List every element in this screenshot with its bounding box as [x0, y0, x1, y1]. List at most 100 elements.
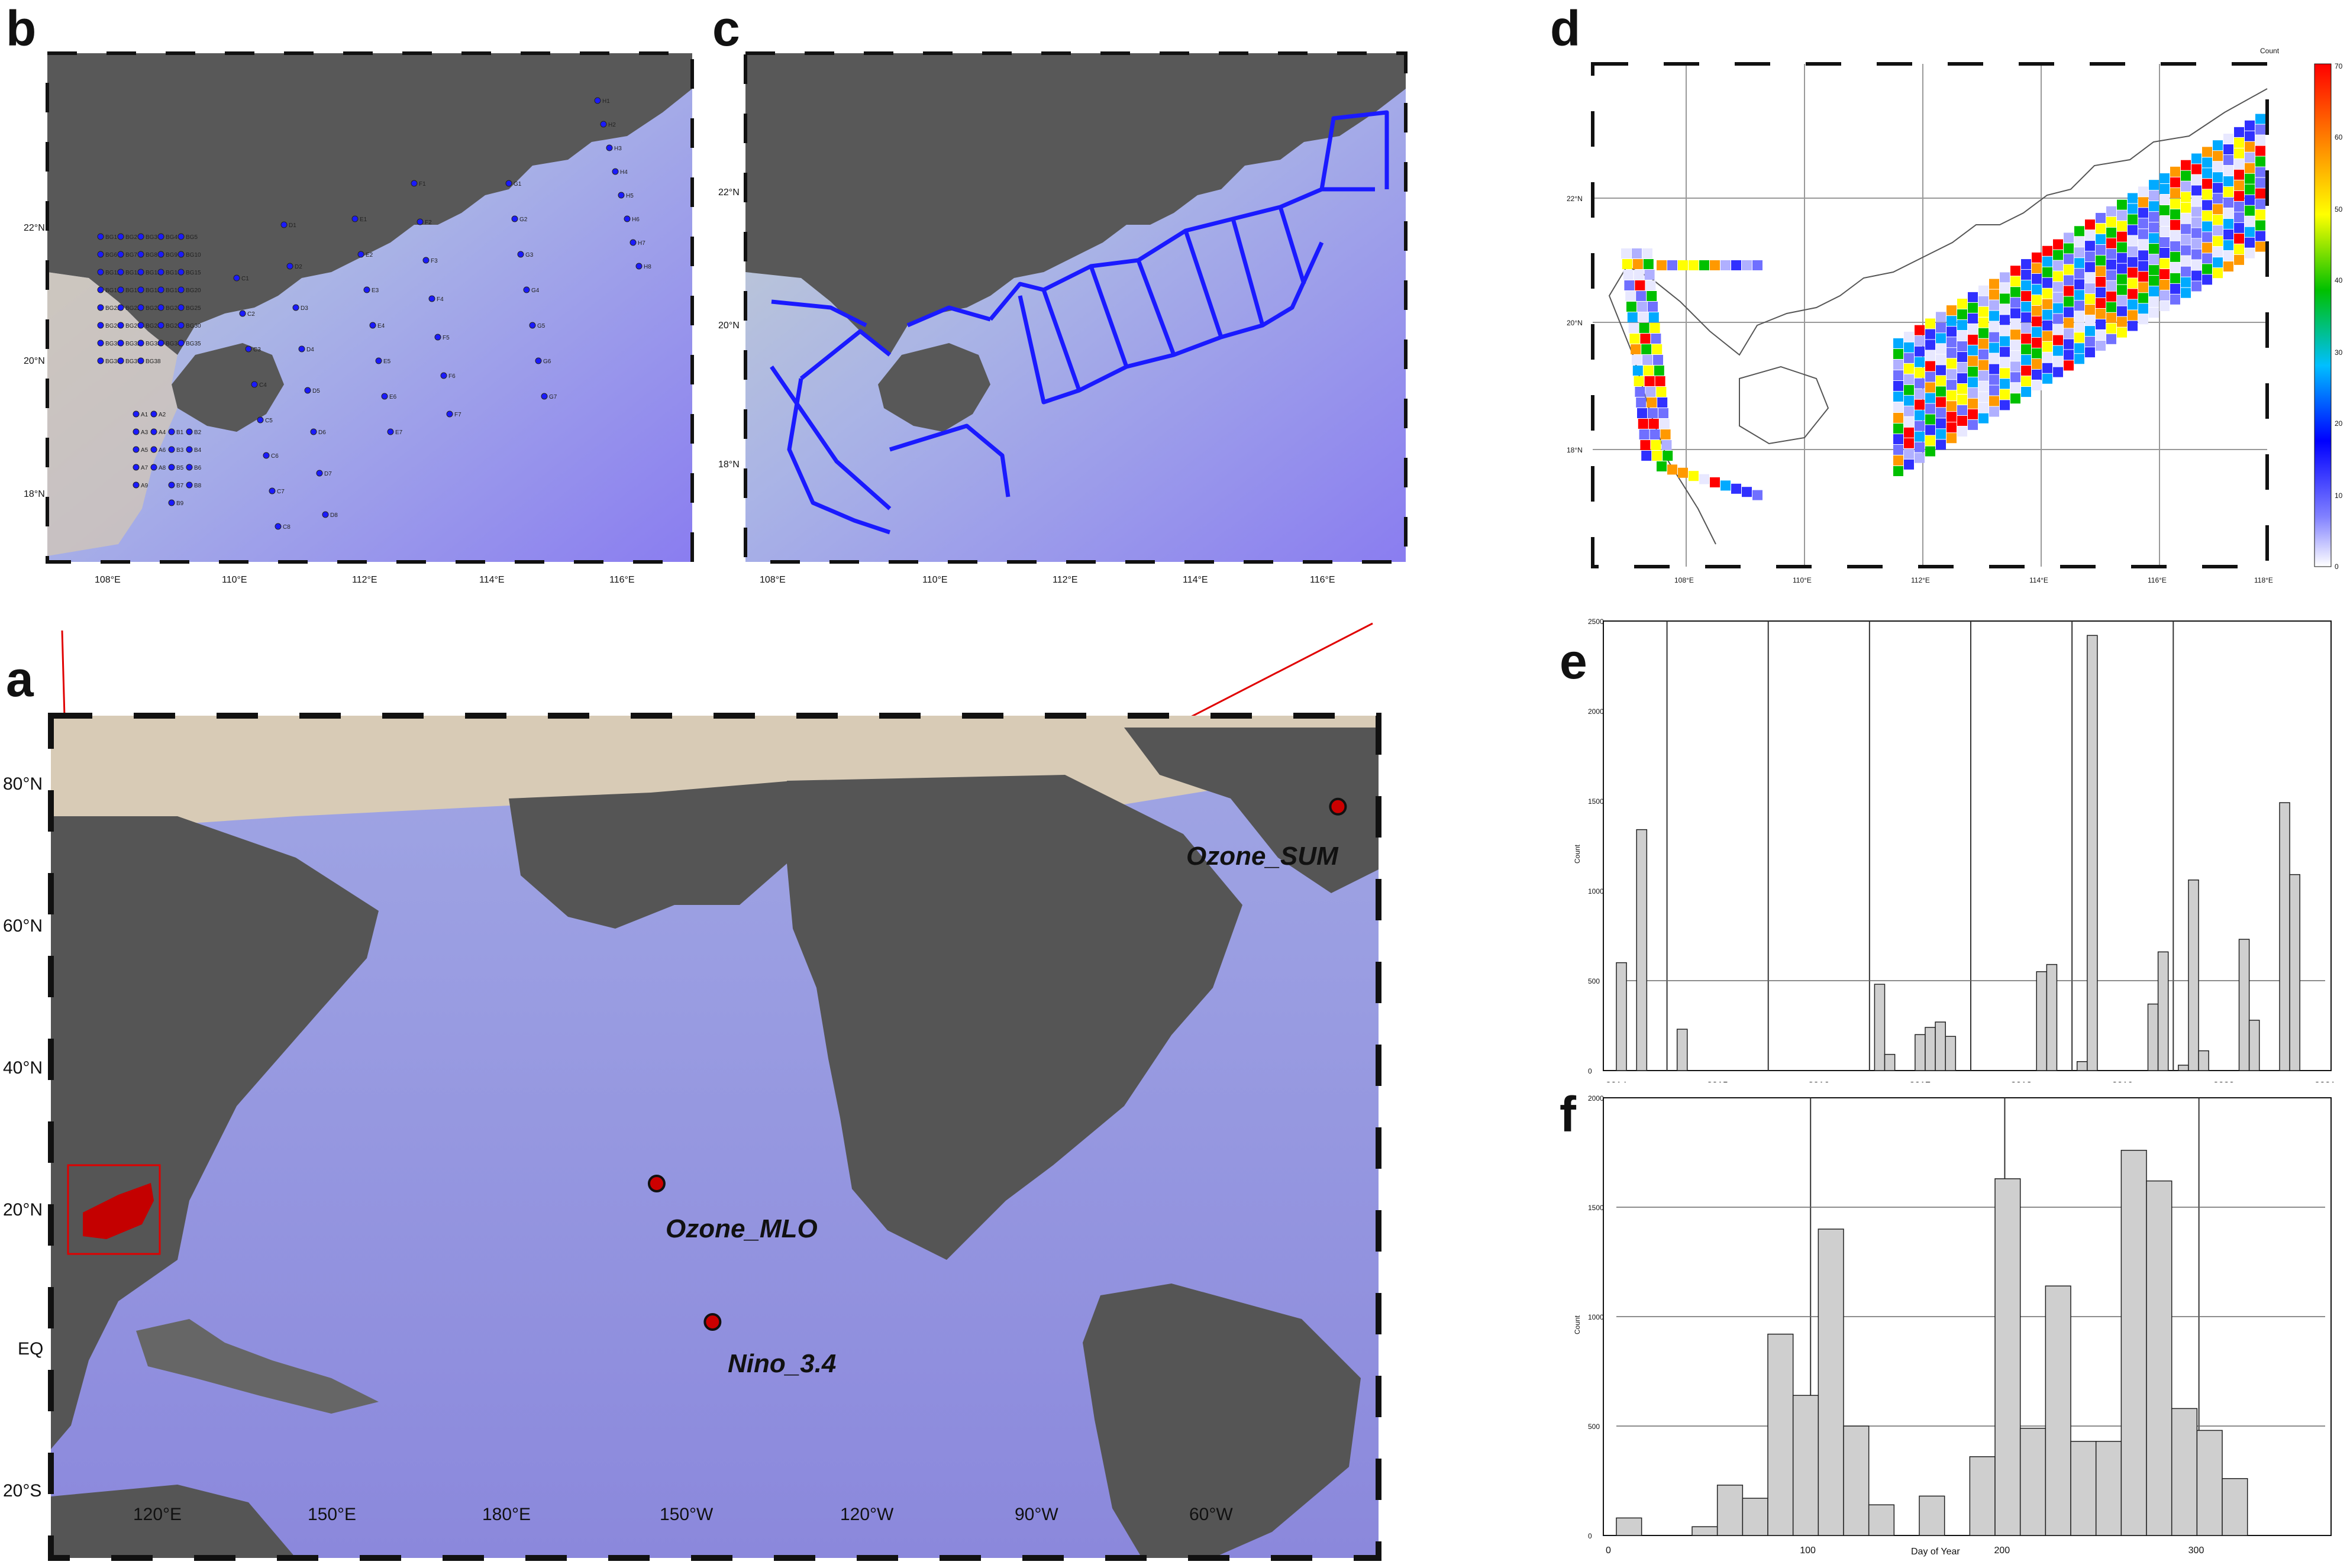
heatmap-cell	[1968, 366, 1978, 377]
station-dot	[117, 286, 124, 293]
station-dot	[97, 340, 104, 347]
station-label: F5	[443, 335, 450, 341]
heatmap-cell	[1925, 393, 1935, 403]
heatmap-cell	[2191, 206, 2201, 217]
colorbar-tick: 10	[2335, 492, 2343, 500]
heatmap-cell	[2010, 393, 2020, 404]
heatmap-cell	[2138, 261, 2148, 271]
station-label: F6	[448, 373, 456, 380]
f-y-ticks: 0 500 1000 1500 2000	[1588, 1094, 1604, 1540]
map-a-australia	[51, 1485, 296, 1558]
f-xtick: 300	[2188, 1546, 2204, 1556]
heatmap-cell	[2138, 186, 2148, 197]
d-lon-tick: 110°E	[1793, 576, 1812, 584]
heatmap-cell	[2245, 120, 2255, 131]
colorbar-tick: 40	[2335, 276, 2343, 284]
heatmap-cell	[1968, 355, 1978, 366]
histogram-bar	[1969, 1456, 1996, 1536]
heatmap-cell	[2170, 177, 2180, 187]
station-label: BG4	[166, 234, 177, 241]
c-lon-tick: 114°E	[1183, 575, 1208, 585]
heatmap-cell	[2128, 203, 2138, 214]
station-label: A8	[159, 465, 166, 471]
colorbar-tick: 70	[2335, 62, 2343, 70]
heatmap-cell	[2074, 269, 2084, 279]
heatmap-cell	[2191, 217, 2201, 228]
heatmap-cell	[2138, 271, 2148, 282]
heatmap-cell	[2096, 329, 2106, 340]
heatmap-cell	[2053, 335, 2063, 345]
heatmap-cell	[1623, 270, 1634, 280]
heatmap-cell	[2117, 231, 2127, 242]
d-lat-axis: 22°N 20°N 18°N	[1567, 195, 1583, 454]
a-lon-tick: 150°W	[660, 1505, 714, 1524]
station-dot	[322, 511, 329, 518]
heatmap-cell	[2213, 268, 2223, 279]
d-lat-tick: 18°N	[1567, 446, 1583, 454]
station-dot	[150, 410, 157, 418]
heatmap-cell	[2234, 180, 2244, 190]
station-label: A1	[141, 412, 149, 418]
heatmap-cell	[1957, 320, 1967, 331]
heatmap-cell	[2042, 256, 2052, 267]
heatmap-cell	[2085, 219, 2095, 230]
cruise-track	[1231, 218, 1265, 326]
heatmap-cell	[2149, 201, 2159, 212]
d-colorbar: Count 0 10 20 30 40 50 60 70	[2260, 47, 2343, 571]
heatmap-cell	[1947, 380, 1957, 390]
heatmap-cell	[2074, 300, 2084, 311]
heatmap-cell	[2010, 329, 2020, 340]
heatmap-cell	[2181, 256, 2191, 266]
a-lat-tick: 80°N	[3, 774, 43, 794]
panel-e-letter: e	[1560, 633, 1587, 689]
heatmap-cell	[1648, 302, 1658, 312]
b-lon-tick: 114°E	[479, 575, 505, 585]
heatmap-cell	[2064, 307, 2074, 318]
heatmap-cell	[1978, 296, 1989, 306]
f-bars	[1616, 1150, 2248, 1536]
heatmap-cell	[2085, 326, 2095, 337]
histogram-bar	[2157, 951, 2169, 1071]
heatmap-cell	[2149, 212, 2159, 222]
station-label: H1	[602, 98, 610, 105]
map-a-frame	[48, 713, 1381, 1561]
heatmap-cell	[1936, 322, 1946, 333]
station-dot	[357, 251, 364, 258]
heatmap-cell	[1893, 434, 1903, 444]
heatmap-cell	[2149, 308, 2159, 318]
heatmap-cell	[1659, 419, 1670, 429]
heatmap-cell	[1957, 416, 1967, 426]
heatmap-cell	[2117, 199, 2127, 210]
heatmap-cell	[2234, 233, 2244, 244]
heatmap-cell	[1904, 427, 1914, 438]
heatmap-cell	[2255, 220, 2265, 231]
station-label: H2	[608, 122, 616, 128]
heatmap-cell	[1893, 381, 1903, 391]
station-label: BG19	[166, 287, 181, 294]
heatmap-cell	[1647, 397, 1657, 408]
histogram-bar	[1692, 1526, 1718, 1536]
heatmap-cell	[2032, 337, 2042, 348]
heatmap-cell	[1663, 451, 1673, 461]
f-ytick: 1500	[1588, 1204, 1604, 1212]
heatmap-cell	[2074, 290, 2084, 300]
station-label: D3	[301, 305, 308, 312]
heatmap-cell	[2255, 188, 2265, 199]
map-d-coastline	[1608, 88, 2268, 545]
station-label: BG35	[186, 341, 201, 347]
heatmap-cell	[1936, 312, 1946, 322]
heatmap-cell	[1957, 384, 1967, 395]
station-label: B3	[176, 447, 184, 454]
histogram-bar	[1843, 1425, 1870, 1536]
station-dot	[186, 464, 193, 471]
heatmap-cell	[2010, 287, 2020, 298]
heatmap-cell	[1635, 387, 1645, 397]
map-c-land	[745, 53, 1406, 355]
station-label: BG13	[146, 270, 161, 276]
heatmap-cell	[1654, 366, 1664, 376]
station-label: BG26	[105, 323, 121, 329]
map-b-hainan	[172, 343, 284, 432]
station-label: BG11	[105, 270, 120, 276]
station-label: H7	[638, 240, 645, 247]
heatmap-cell	[1893, 423, 1903, 434]
